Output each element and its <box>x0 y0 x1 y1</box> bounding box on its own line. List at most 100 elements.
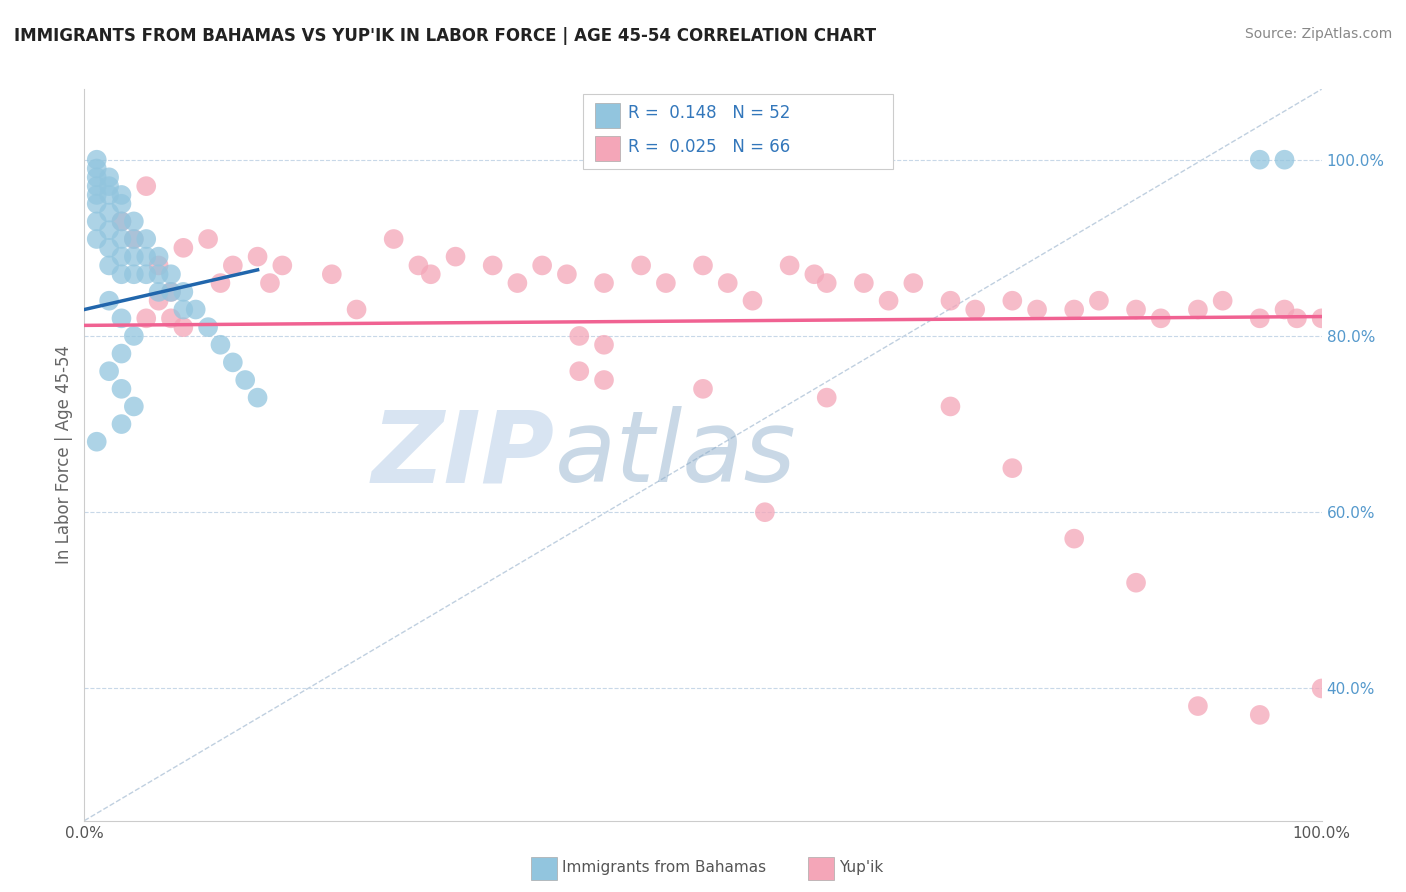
Point <box>135 232 157 246</box>
Point <box>98 188 121 202</box>
Point <box>382 232 405 246</box>
Point <box>86 170 108 185</box>
Point <box>568 364 591 378</box>
Point <box>1274 153 1296 167</box>
Point <box>86 196 108 211</box>
Point <box>110 267 132 281</box>
Point <box>815 276 838 290</box>
Point <box>98 293 121 308</box>
Point <box>1088 293 1111 308</box>
Point <box>148 259 170 273</box>
Point <box>86 434 108 449</box>
Point <box>1212 293 1234 308</box>
Point <box>815 391 838 405</box>
Text: Yup'ik: Yup'ik <box>839 861 883 875</box>
Point <box>481 259 503 273</box>
Point <box>1310 681 1333 696</box>
Point <box>779 259 801 273</box>
Point <box>122 250 145 264</box>
Point <box>110 250 132 264</box>
Point <box>630 259 652 273</box>
Point <box>877 293 900 308</box>
Point <box>1274 302 1296 317</box>
Text: atlas: atlas <box>554 407 796 503</box>
Point <box>506 276 529 290</box>
Point <box>1285 311 1308 326</box>
Point <box>86 232 108 246</box>
Point <box>98 364 121 378</box>
Point <box>172 285 194 299</box>
Point <box>184 302 207 317</box>
Point <box>222 355 245 369</box>
Point <box>209 276 232 290</box>
Point <box>110 188 132 202</box>
Point <box>419 267 441 281</box>
Point <box>148 267 170 281</box>
Point <box>135 250 157 264</box>
Point <box>148 293 170 308</box>
Point <box>172 241 194 255</box>
Point <box>1026 302 1049 317</box>
Point <box>692 259 714 273</box>
Point <box>172 302 194 317</box>
Point <box>148 285 170 299</box>
Point <box>160 267 183 281</box>
Point <box>160 285 183 299</box>
Point <box>135 267 157 281</box>
Point <box>271 259 294 273</box>
Point <box>1125 302 1147 317</box>
Point <box>86 153 108 167</box>
Point <box>754 505 776 519</box>
Point <box>222 259 245 273</box>
Point <box>939 293 962 308</box>
Point <box>148 250 170 264</box>
Point <box>110 382 132 396</box>
Point <box>98 170 121 185</box>
Point <box>593 276 616 290</box>
Point <box>98 179 121 194</box>
Point <box>86 179 108 194</box>
Point <box>1063 302 1085 317</box>
Point <box>122 400 145 414</box>
Point <box>122 214 145 228</box>
Point <box>197 232 219 246</box>
Point <box>1001 461 1024 475</box>
Point <box>692 382 714 396</box>
Point <box>321 267 343 281</box>
Point <box>135 179 157 194</box>
Point <box>346 302 368 317</box>
Point <box>965 302 987 317</box>
Text: R =  0.148   N = 52: R = 0.148 N = 52 <box>628 104 790 122</box>
Point <box>110 311 132 326</box>
Point <box>122 232 145 246</box>
Point <box>110 346 132 360</box>
Point <box>135 311 157 326</box>
Point <box>903 276 925 290</box>
Point <box>122 329 145 343</box>
Point <box>259 276 281 290</box>
Point <box>568 329 591 343</box>
Point <box>98 259 121 273</box>
Point <box>160 285 183 299</box>
Point <box>172 320 194 334</box>
Point <box>86 188 108 202</box>
Point <box>1249 311 1271 326</box>
Point <box>110 214 132 228</box>
Point <box>160 311 183 326</box>
Point <box>110 232 132 246</box>
Point <box>1249 707 1271 722</box>
Point <box>741 293 763 308</box>
Point <box>655 276 678 290</box>
Point <box>98 241 121 255</box>
Point <box>122 232 145 246</box>
Point <box>233 373 256 387</box>
Point <box>803 267 825 281</box>
Point <box>1150 311 1173 326</box>
Y-axis label: In Labor Force | Age 45-54: In Labor Force | Age 45-54 <box>55 345 73 565</box>
Point <box>246 391 269 405</box>
Text: IMMIGRANTS FROM BAHAMAS VS YUP'IK IN LABOR FORCE | AGE 45-54 CORRELATION CHART: IMMIGRANTS FROM BAHAMAS VS YUP'IK IN LAB… <box>14 27 876 45</box>
Point <box>246 250 269 264</box>
Point <box>110 417 132 431</box>
Point <box>98 223 121 237</box>
Point <box>1187 699 1209 714</box>
